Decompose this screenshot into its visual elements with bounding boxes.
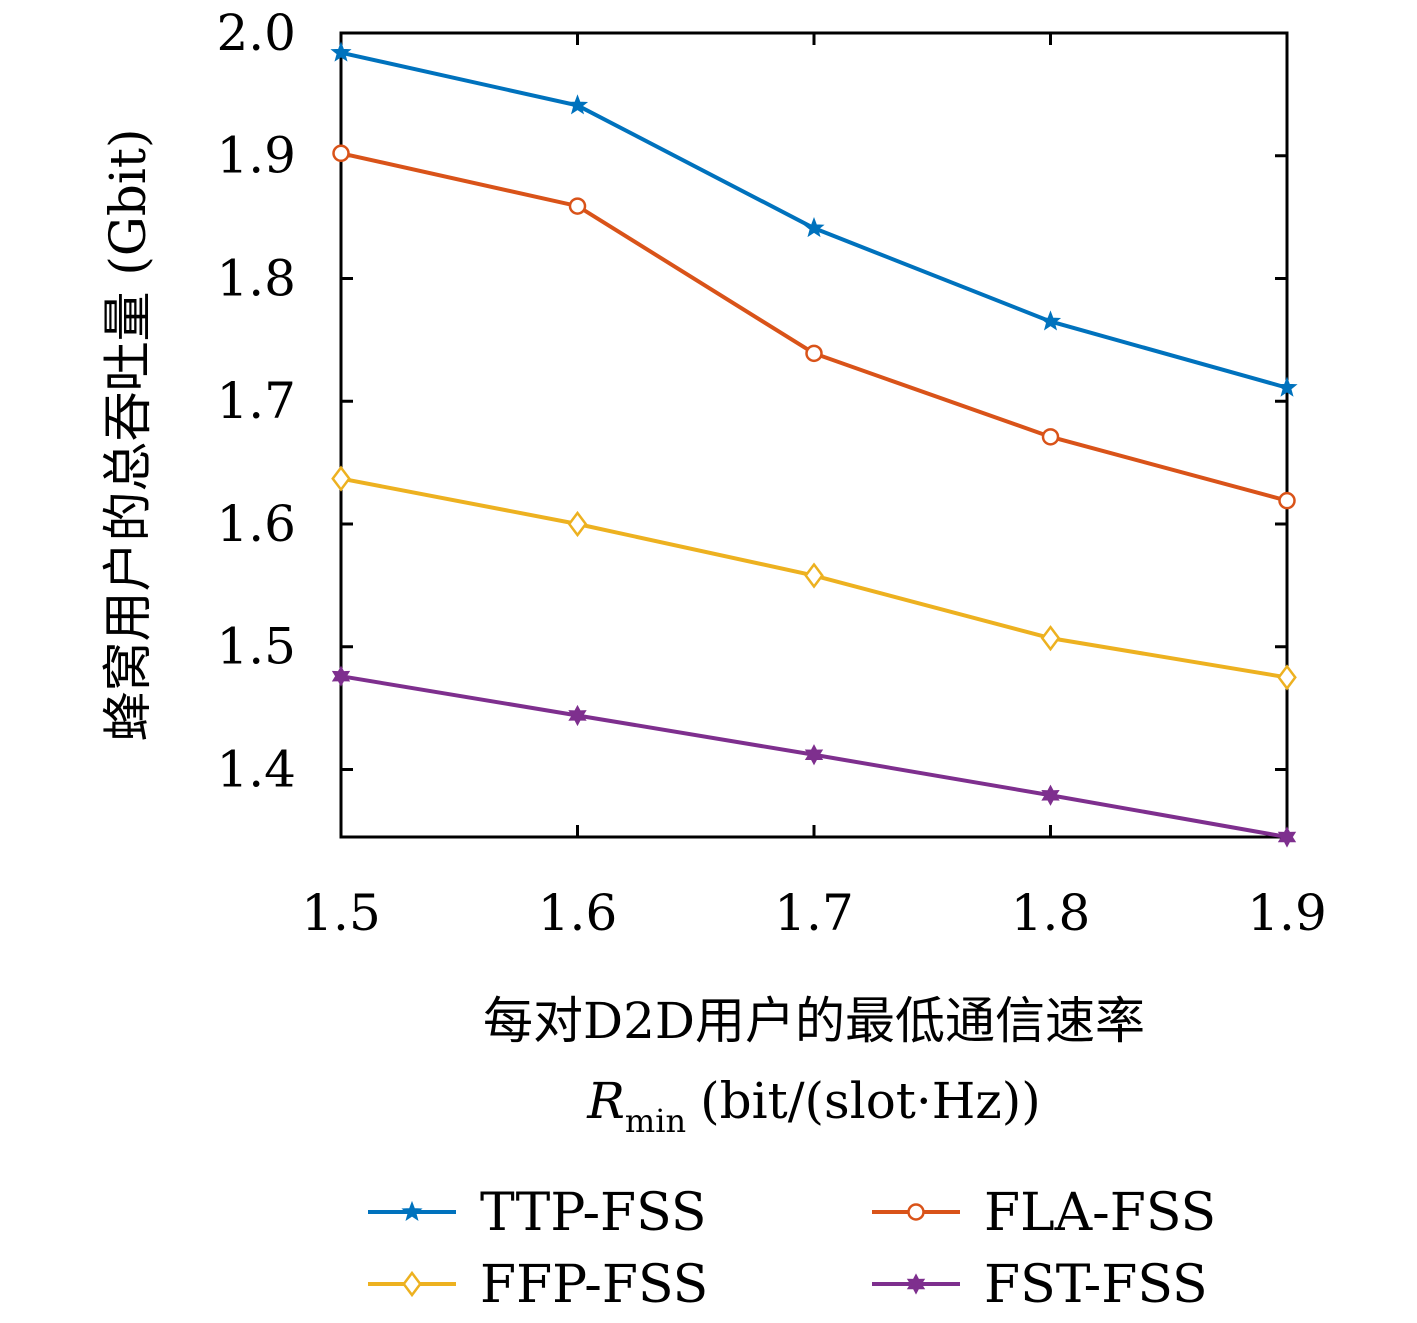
legend-swatch-marker	[402, 1270, 422, 1298]
data-point	[1276, 376, 1298, 397]
data-point	[803, 217, 825, 238]
x-axis-unit-line: Rmin (bit/(slot·Hz))	[586, 1072, 1041, 1140]
data-point	[331, 665, 351, 687]
y-tick-label: 1.6	[216, 495, 296, 553]
series-line	[340, 151, 1288, 503]
series-fla-fss	[332, 144, 1296, 510]
data-point	[1278, 491, 1296, 510]
y-tick-label: 1.7	[216, 372, 296, 430]
axes-frame	[339, 31, 1289, 839]
x-axis-variable: R	[586, 1072, 625, 1130]
data-point	[566, 94, 589, 115]
data-point	[1039, 310, 1062, 331]
legend-swatch-marker	[401, 1200, 423, 1222]
x-tick-label: 1.6	[538, 884, 618, 942]
legend-label: FFP-FSS	[480, 1255, 708, 1315]
data-point	[1041, 784, 1060, 806]
y-tick-label: 1.4	[216, 740, 296, 798]
legend-item-fst-fss: FST-FSS	[872, 1255, 1208, 1315]
data-point	[331, 465, 351, 492]
data-point	[568, 197, 587, 215]
data-point	[567, 510, 588, 538]
ticks: 1.5 1.6 1.7 1.8 1.9 1.4 1.5 1.6 1.7 1.8 1.9 2.0	[216, 4, 1326, 942]
series-ttp-fss	[330, 41, 1298, 397]
data-point	[568, 704, 587, 727]
x-tick-label: 1.8	[1011, 884, 1091, 942]
data-point	[804, 562, 824, 589]
data-point	[1040, 625, 1061, 652]
legend-label: TTP-FSS	[480, 1183, 706, 1243]
data-point	[1277, 664, 1297, 691]
series-layer	[330, 41, 1298, 848]
series-fst-fss	[331, 665, 1297, 848]
x-tick-label: 1.7	[774, 884, 854, 942]
data-point	[330, 41, 352, 62]
y-tick-label: 1.8	[216, 249, 296, 307]
legend-item-ffp-fss: FFP-FSS	[368, 1255, 708, 1315]
x-axis-subscript: min	[625, 1102, 686, 1140]
y-axis-title: 蜂窝用户的总吞吐量 (Gbit)	[99, 129, 157, 742]
legend-item-fla-fss: FLA-FSS	[872, 1183, 1216, 1243]
data-point	[1277, 826, 1297, 848]
legend: TTP-FSS FLA-FSS FFP-FSS FST-FSS	[368, 1183, 1216, 1315]
data-point	[332, 144, 350, 163]
x-axis-title: 每对D2D用户的最低通信速率	[483, 992, 1145, 1050]
legend-item-ttp-fss: TTP-FSS	[368, 1183, 706, 1243]
legend-label: FLA-FSS	[984, 1183, 1216, 1243]
y-tick-label: 2.0	[216, 4, 296, 62]
legend-swatch-marker	[907, 1203, 925, 1221]
legend-label: FST-FSS	[984, 1255, 1208, 1315]
data-point	[804, 744, 824, 766]
x-axis-unit: (bit/(slot·Hz))	[700, 1072, 1041, 1130]
series-ffp-fss	[331, 465, 1297, 691]
legend-swatch-marker	[906, 1273, 926, 1295]
x-tick-label: 1.5	[301, 884, 381, 942]
data-point	[1041, 428, 1060, 446]
x-tick-label: 1.9	[1247, 884, 1327, 942]
y-tick-label: 1.5	[216, 618, 296, 676]
data-point	[805, 344, 823, 363]
y-tick-label: 1.9	[216, 127, 296, 185]
